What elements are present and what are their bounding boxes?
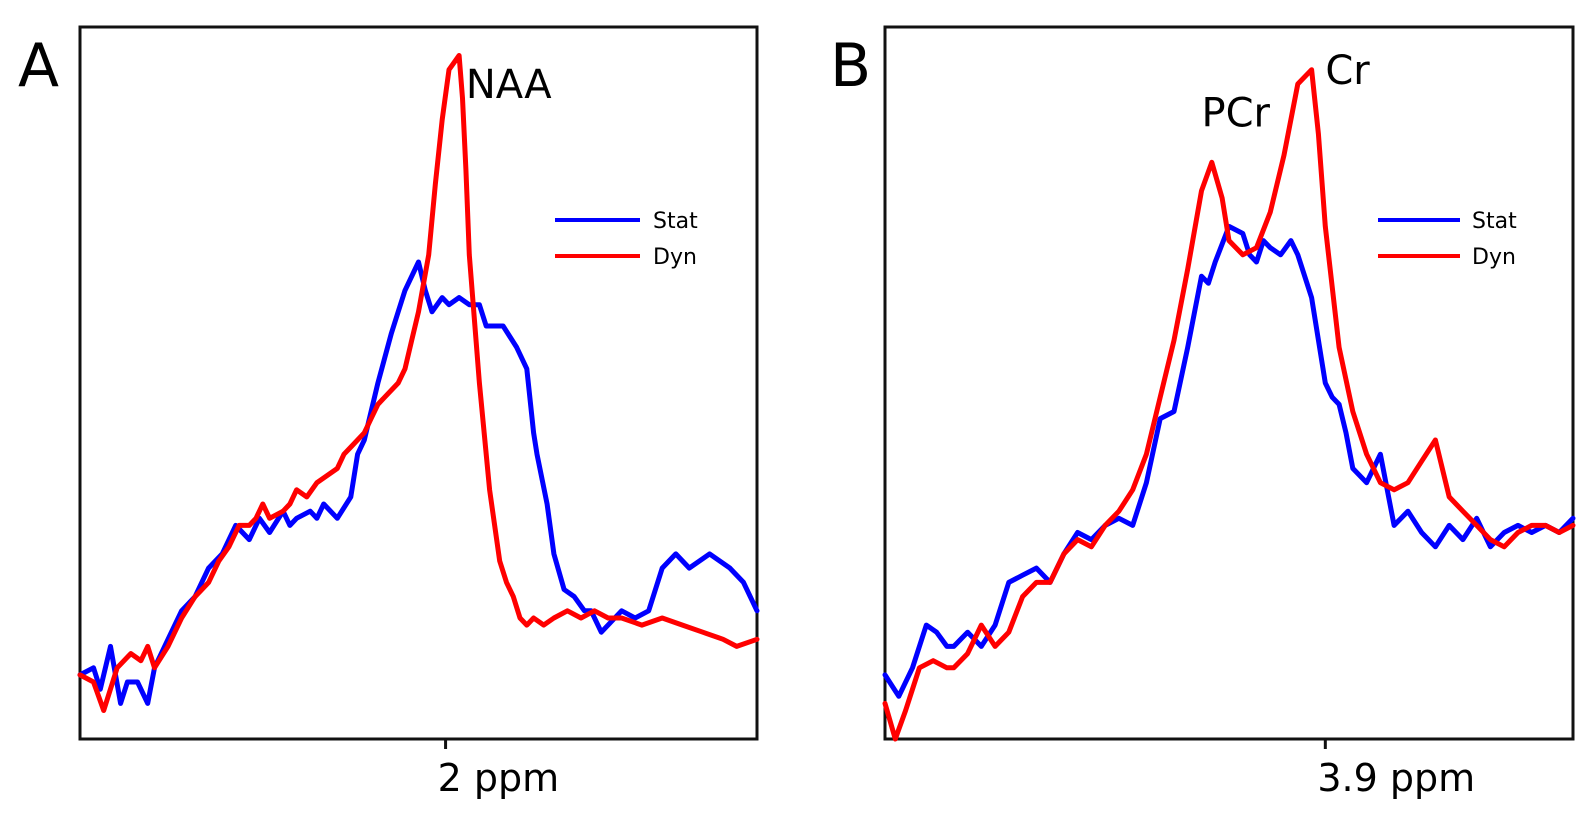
panel-label-b: B — [830, 31, 871, 101]
series-line-dyn — [882, 67, 1576, 742]
legend-label-dyn: Dyn — [1472, 245, 1516, 270]
legend-label-dyn: Dyn — [653, 245, 697, 270]
panel-a-peak-label-naa: NAA — [466, 62, 552, 108]
panel-a: A 2 ppm NAA Stat Dyn — [18, 25, 760, 800]
panel-b-frame — [883, 25, 1575, 741]
series-line-dyn — [77, 53, 760, 713]
panel-a-frame — [78, 25, 759, 741]
panel-b-series-group — [882, 67, 1576, 742]
panel-b-legend: Stat Dyn — [1378, 209, 1517, 270]
panel-a-x-tick-label: 2 ppm — [438, 756, 560, 800]
panel-b: B 3.9 ppm PCr Cr Stat Dyn — [830, 25, 1576, 800]
panel-b-x-tick-label: 3.9 ppm — [1317, 756, 1475, 800]
panel-b-peak-label-pcr: PCr — [1201, 91, 1270, 137]
panel-a-legend: Stat Dyn — [555, 209, 698, 270]
legend-label-stat: Stat — [653, 209, 698, 234]
series-line-stat — [77, 259, 760, 706]
series-line-stat — [882, 223, 1576, 699]
panel-a-series-group — [77, 53, 760, 713]
panel-label-a: A — [18, 31, 59, 101]
legend-label-stat: Stat — [1472, 209, 1517, 234]
panel-b-peak-label-cr: Cr — [1325, 48, 1370, 94]
